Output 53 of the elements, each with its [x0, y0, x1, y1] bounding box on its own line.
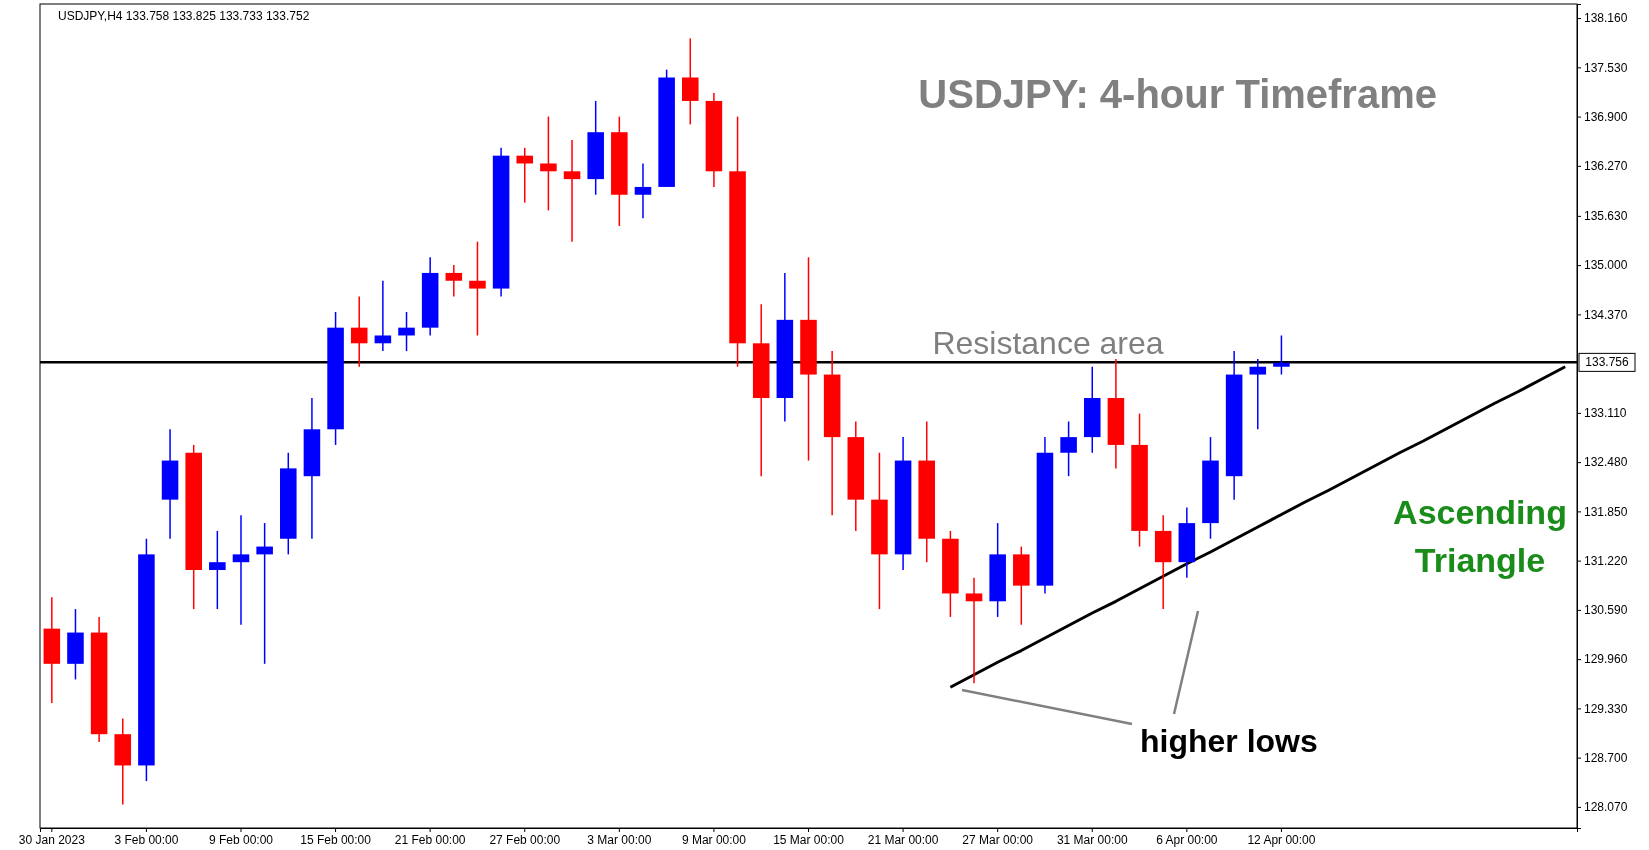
x-tick-label: 15 Feb 00:00 [300, 832, 372, 847]
y-tick-label: 131.220 [1584, 553, 1628, 568]
ref-line-label: 133.756 [1585, 355, 1630, 370]
y-tick-label: 133.110 [1584, 406, 1627, 421]
candlestick [1249, 358, 1267, 431]
y-tick-label: 136.270 [1584, 159, 1628, 174]
candlestick [1273, 334, 1290, 376]
candlestick [634, 162, 652, 219]
candlestick [232, 514, 250, 626]
y-tick-label: 128.700 [1584, 750, 1628, 765]
candlestick [350, 295, 368, 368]
x-tick-label: 9 Mar 00:00 [681, 832, 747, 847]
y-tick-label: 138.160 [1584, 11, 1628, 26]
chart-subtitle: USDJPY,H4 133.758 133.825 133.733 133.752 [58, 9, 310, 23]
candlestick [374, 280, 392, 352]
y-tick-label: 137.530 [1584, 60, 1628, 75]
candlestick [445, 264, 463, 298]
x-tick-label: 21 Mar 00:00 [867, 832, 939, 847]
candlestick [516, 147, 534, 204]
candlestick [256, 522, 273, 665]
x-tick-label: 31 Mar 00:00 [1056, 832, 1128, 847]
y-tick-label: 135.630 [1584, 209, 1628, 224]
y-tick-label: 129.330 [1584, 701, 1628, 716]
y-tick-label: 136.900 [1584, 109, 1628, 124]
y-tick-label: 131.850 [1584, 504, 1628, 519]
candlestick [209, 530, 226, 610]
candlestick [540, 115, 557, 212]
y-tick-label: 135.000 [1584, 258, 1628, 273]
x-tick-label: 6 Apr 00:00 [1156, 832, 1218, 847]
candlestick [398, 311, 415, 352]
x-tick-label: 3 Mar 00:00 [587, 832, 652, 847]
text: USDJPY: 4-hour Timeframe [918, 72, 1437, 116]
y-tick-label: 130.590 [1584, 603, 1628, 618]
annotation: Ascending Triangle [1393, 493, 1567, 579]
annotation: Resistance area [932, 325, 1164, 362]
y-tick-label: 129.960 [1584, 652, 1628, 667]
x-tick-label: 27 Mar 00:00 [962, 832, 1034, 847]
candlestick [1060, 420, 1077, 477]
y-tick-label: 134.370 [1584, 307, 1628, 322]
x-tick-label: 27 Feb 00:00 [489, 832, 561, 847]
x-tick-label: 21 Feb 00:00 [394, 832, 466, 847]
x-tick-label: 3 Feb 00:00 [114, 832, 179, 847]
candlestick [681, 37, 699, 126]
x-tick-label: 12 Apr 00:00 [1247, 832, 1316, 847]
x-tick-label: 15 Mar 00:00 [773, 832, 845, 847]
candlestick [563, 139, 581, 243]
candlestick [965, 577, 983, 685]
x-tick-label: 9 Feb 00:00 [208, 832, 274, 847]
x-tick-label: 30 Jan 2023 [18, 832, 86, 847]
y-tick-label: 132.480 [1584, 455, 1628, 470]
y-tick-label: 128.070 [1584, 800, 1628, 815]
candlestick [469, 240, 486, 337]
annotation: higher lows [1140, 723, 1318, 759]
